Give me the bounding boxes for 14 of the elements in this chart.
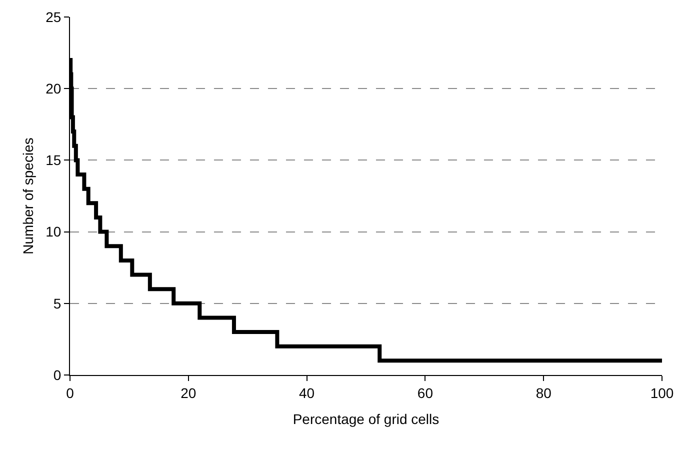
- x-tick-label: 100: [650, 384, 674, 401]
- x-tick-label: 0: [66, 384, 74, 401]
- x-axis-title: Percentage of grid cells: [292, 411, 440, 428]
- y-axis-title: Number of species: [20, 138, 36, 254]
- y-tick-label: 10: [46, 224, 62, 240]
- x-tick-label: 20: [180, 384, 196, 401]
- x-tick-label: 40: [299, 384, 315, 401]
- y-tick-label: 0: [53, 366, 62, 383]
- x-tick-label: 60: [417, 384, 434, 401]
- y-tick-label: 25: [46, 8, 62, 25]
- y-tick-label: 15: [46, 152, 62, 168]
- x-tick-label: 80: [536, 384, 552, 401]
- y-tick-label: 5: [53, 295, 62, 312]
- y-tick-label: 20: [46, 80, 62, 96]
